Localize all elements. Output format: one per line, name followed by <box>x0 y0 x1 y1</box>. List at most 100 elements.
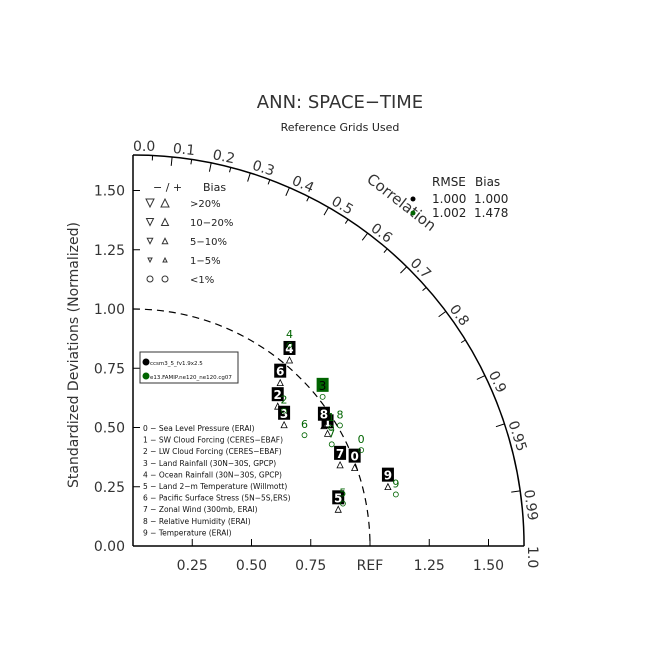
x-tick-label: 0.50 <box>236 558 267 574</box>
corr-tick <box>361 232 369 241</box>
circle-icon <box>146 275 154 283</box>
bias-circle-icon <box>286 342 293 348</box>
x-tick-label: 0.75 <box>295 558 326 574</box>
stats-rmse: 1.000 <box>432 192 466 206</box>
point-label: 2 <box>281 394 288 407</box>
y-tick-label: 1.25 <box>94 243 125 259</box>
corr-tick <box>495 423 505 428</box>
point-label: 6 <box>301 418 308 431</box>
bias-triangle-icon <box>336 460 344 469</box>
bias-triangle-icon <box>351 463 359 472</box>
variable-item: 5 − Land 2−m Temperature (Willmott) <box>143 482 287 491</box>
corr-minor-tick <box>344 219 349 224</box>
variable-item: 0 − Sea Level Pressure (ERAI) <box>143 424 255 433</box>
corr-tick-label: 0.9 <box>485 369 509 396</box>
point-marker-black <box>332 490 345 505</box>
bias-triangle-icon <box>334 505 342 513</box>
corr-tick-label: 0.2 <box>211 147 236 167</box>
point-label: 0 <box>350 450 358 464</box>
point-label: 8 <box>320 408 328 422</box>
bias-legend-row: 1−5% <box>190 256 221 267</box>
circle-icon <box>161 275 169 283</box>
y-tick-label: 0.50 <box>94 421 125 437</box>
corr-minor-tick <box>460 339 466 344</box>
corr-tick <box>476 375 486 380</box>
up-triangle-icon <box>162 256 168 263</box>
model-name: e13.FAMIP.ne120_ne120.cg07 <box>150 375 232 381</box>
point-label: 4 <box>285 342 293 356</box>
corr-tick-label: 0.99 <box>520 489 540 522</box>
corr-tick <box>323 207 329 216</box>
corr-tick-label: 0.4 <box>289 173 316 197</box>
y-tick-label: 0.00 <box>94 539 125 555</box>
corr-tick-label: 0.0 <box>133 139 155 155</box>
down-triangle-icon <box>146 237 154 245</box>
y-tick-label: 1.50 <box>94 184 125 200</box>
corr-tick-label: 0.3 <box>250 158 276 180</box>
chart-title: ANN: SPACE−TIME <box>257 92 423 113</box>
point-label: 7 <box>328 427 335 440</box>
corr-tick <box>285 187 290 197</box>
stats-marker-icon <box>410 210 416 216</box>
corr-minor-tick <box>267 179 271 185</box>
bias-legend-row: 5−10% <box>190 237 227 248</box>
point-marker-black <box>271 387 284 402</box>
point-label: 0 <box>358 433 365 446</box>
y-axis-label: Standardized Deviations (Normalized) <box>66 222 82 488</box>
corr-tick <box>170 156 173 166</box>
bias-circle-icon <box>358 447 365 453</box>
point-label: 5 <box>339 487 346 500</box>
corr-tick-label: 0.1 <box>172 141 196 159</box>
up-triangle-icon <box>160 197 170 208</box>
variable-item: 9 − Temperature (ERAI) <box>143 528 232 537</box>
bias-circle-icon <box>328 425 335 431</box>
x-tick-label: 0.25 <box>177 558 208 574</box>
bias-triangle-icon <box>276 378 284 387</box>
point-label: 1 <box>328 411 335 424</box>
corr-minor-tick <box>306 196 310 202</box>
stats-header-bias: Bias <box>475 175 500 189</box>
bias-circle-icon <box>392 491 399 498</box>
bias-legend-header: − / + <box>153 181 182 194</box>
point-marker-black <box>348 448 361 463</box>
corr-minor-tick <box>190 159 193 165</box>
x-tick-label: 1.50 <box>473 558 504 574</box>
x-tick-label: 1.25 <box>414 558 445 574</box>
point-marker-black <box>274 363 287 378</box>
point-marker-black <box>283 340 296 355</box>
bias-legend-row: <1% <box>190 275 214 286</box>
point-marker-black <box>334 445 347 460</box>
corr-tick-label: 1.0 <box>524 546 540 568</box>
bias-legend-row: 10−20% <box>190 218 233 229</box>
bias-circle-icon <box>337 422 343 429</box>
corr-tick <box>400 266 408 274</box>
bias-triangle-icon <box>320 421 328 430</box>
stats-bias: 1.000 <box>474 192 508 206</box>
corr-tick <box>247 172 251 182</box>
point-marker-black <box>317 406 330 421</box>
point-label: 7 <box>336 447 344 461</box>
corr-tick <box>438 310 447 318</box>
outer-arc <box>132 154 525 547</box>
stats-header-rmse: RMSE <box>432 175 466 189</box>
point-label: 9 <box>384 469 392 483</box>
point-label: 6 <box>276 365 284 379</box>
corr-tick <box>511 490 521 493</box>
stats-marker-icon <box>410 196 416 202</box>
model-legend-box <box>139 351 239 384</box>
corr-tick <box>208 162 212 172</box>
up-triangle-icon <box>160 217 170 226</box>
point-label: 8 <box>336 408 343 421</box>
bias-triangle-icon <box>280 420 288 429</box>
variable-item: 6 − Pacific Surface Stress (5N−5S,ERS) <box>143 494 291 503</box>
bias-circle-icon <box>328 441 335 448</box>
down-triangle-icon <box>145 198 155 209</box>
point-label: 3 <box>319 379 327 393</box>
ref-label: REF <box>357 558 384 574</box>
reference-arc <box>132 308 371 547</box>
up-triangle-icon <box>161 237 169 245</box>
variable-item: 1 − SW Cloud Forcing (CERES−EBAF) <box>143 436 283 445</box>
bias-circle-icon <box>340 500 346 507</box>
bias-circle-icon <box>301 432 308 439</box>
